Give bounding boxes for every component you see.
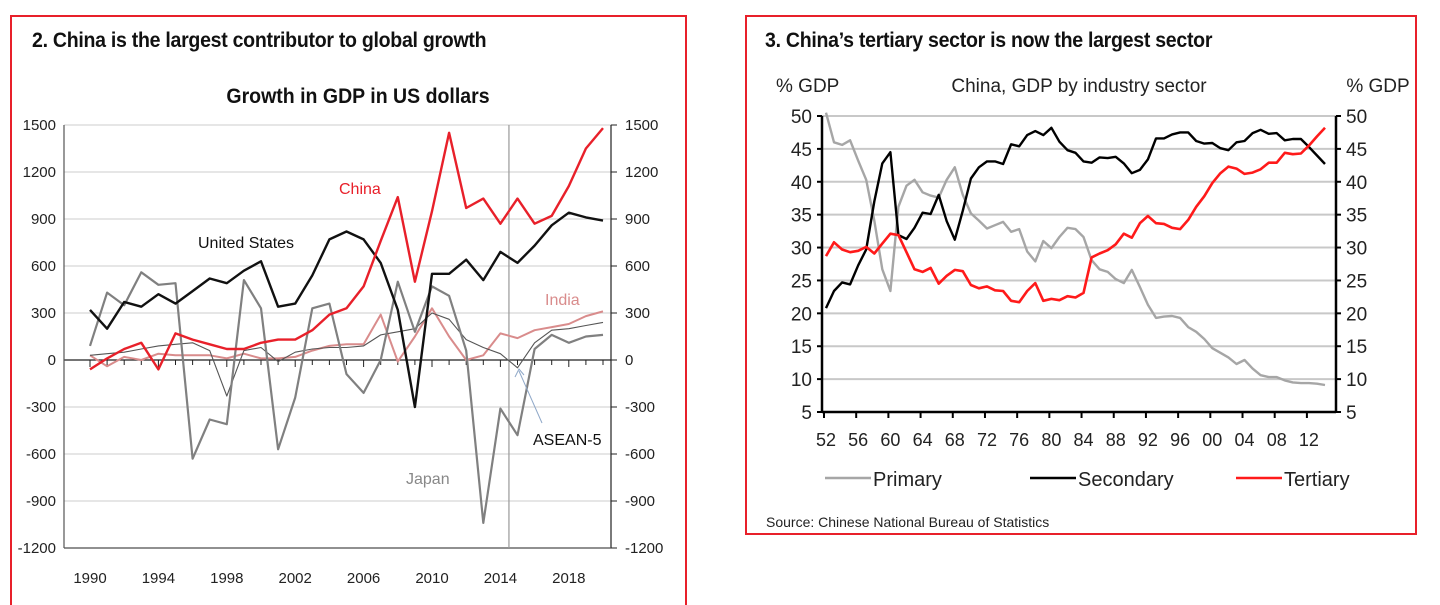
x-tick-label: 72	[977, 430, 997, 450]
x-tick-label: 00	[1202, 430, 1222, 450]
y-tick-label-right: 40	[1346, 173, 1367, 194]
x-tick-label: 88	[1106, 430, 1126, 450]
y-tick-label-right: 45	[1346, 140, 1367, 161]
x-tick-label: 52	[816, 430, 836, 450]
y-tick-label-right: 25	[1346, 271, 1367, 292]
x-tick-label: 64	[913, 430, 933, 450]
chart-title: China, GDP by industry sector	[951, 76, 1207, 97]
y-axis-label-left: % GDP	[776, 76, 839, 97]
y-tick-label-left: 35	[791, 206, 812, 227]
y-tick-label-left: 5	[801, 403, 812, 424]
y-tick-label-left: 45	[791, 140, 812, 161]
x-tick-label: 08	[1267, 430, 1287, 450]
x-tick-label: 12	[1299, 430, 1319, 450]
y-tick-label-left: 50	[791, 107, 812, 128]
y-tick-label-left: 25	[791, 271, 812, 292]
y-tick-label-right: 15	[1346, 337, 1367, 358]
x-tick-label: 76	[1009, 430, 1029, 450]
x-tick-label: 68	[945, 430, 965, 450]
x-tick-label: 96	[1170, 430, 1190, 450]
source-note: Source: Chinese National Bureau of Stati…	[766, 514, 1049, 530]
y-tick-label-left: 20	[791, 304, 812, 325]
chart-gdp-by-sector: % GDP China, GDP by industry sector % GDP 5…	[0, 0, 1440, 590]
y-tick-label-right: 10	[1346, 370, 1367, 391]
y-tick-label-left: 15	[791, 337, 812, 358]
y-tick-label-left: 40	[791, 173, 812, 194]
y-tick-label-left: 30	[791, 239, 812, 260]
x-tick-label: 84	[1074, 430, 1094, 450]
x-tick-label: 04	[1235, 430, 1255, 450]
y-tick-label-right: 50	[1346, 107, 1367, 128]
legend-label-secondary: Secondary	[1078, 469, 1174, 491]
x-tick-label: 56	[848, 430, 868, 450]
legend-label-tertiary: Tertiary	[1284, 469, 1350, 491]
y-tick-label-left: 10	[791, 370, 812, 391]
y-axis-label-right: % GDP	[1346, 76, 1409, 97]
legend-label-primary: Primary	[873, 469, 942, 491]
y-tick-label-right: 20	[1346, 304, 1367, 325]
x-tick-label: 80	[1041, 430, 1061, 450]
y-tick-label-right: 30	[1346, 239, 1367, 260]
y-tick-label-right: 5	[1346, 403, 1357, 424]
x-tick-label: 60	[880, 430, 900, 450]
x-tick-label: 92	[1138, 430, 1158, 450]
y-tick-label-right: 35	[1346, 206, 1367, 227]
